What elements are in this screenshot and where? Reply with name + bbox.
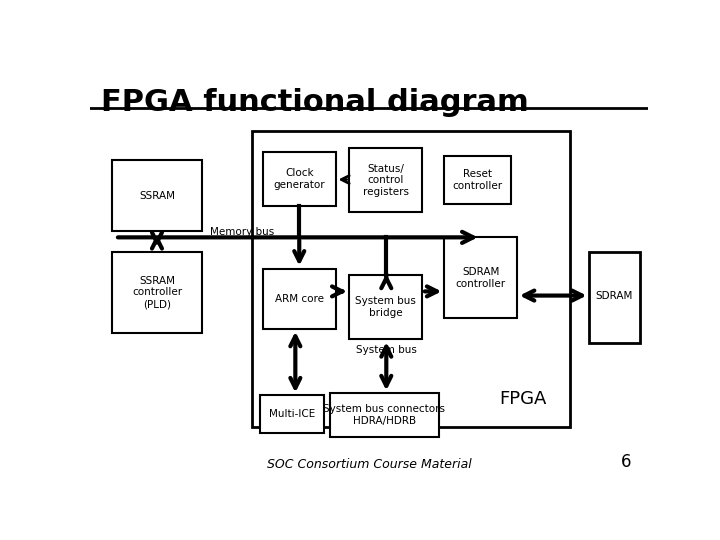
Text: SDRAM
controller: SDRAM controller (456, 267, 505, 289)
Bar (263, 268, 336, 329)
Text: System bus: System bus (356, 346, 417, 355)
Text: FPGA: FPGA (499, 390, 546, 408)
Text: 6: 6 (621, 454, 631, 471)
Text: Status/
control
registers: Status/ control registers (363, 164, 409, 197)
Bar (252, 131, 570, 427)
Text: SDRAM: SDRAM (596, 291, 633, 301)
Text: System bus
bridge: System bus bridge (355, 296, 416, 318)
Text: Memory bus: Memory bus (210, 226, 274, 237)
Text: Reset
controller: Reset controller (453, 170, 503, 191)
Bar (112, 160, 202, 231)
Bar (260, 395, 324, 433)
Bar (330, 393, 438, 437)
Bar (349, 148, 422, 212)
Bar (590, 252, 639, 343)
Text: System bus connectors
HDRA/HDRB: System bus connectors HDRA/HDRB (323, 404, 446, 426)
Bar (263, 152, 336, 206)
Text: ARM core: ARM core (275, 294, 324, 303)
Bar (349, 275, 422, 339)
Text: SOC Consortium Course Material: SOC Consortium Course Material (266, 458, 472, 471)
Text: SSRAM
controller
(PLD): SSRAM controller (PLD) (132, 276, 182, 309)
Bar (112, 252, 202, 333)
Bar (444, 238, 517, 319)
Text: Multi-ICE: Multi-ICE (269, 409, 315, 419)
Text: FPGA functional diagram: FPGA functional diagram (101, 87, 529, 117)
Text: SSRAM: SSRAM (139, 191, 175, 201)
Text: Clock
generator: Clock generator (274, 168, 325, 190)
Bar (444, 156, 511, 204)
